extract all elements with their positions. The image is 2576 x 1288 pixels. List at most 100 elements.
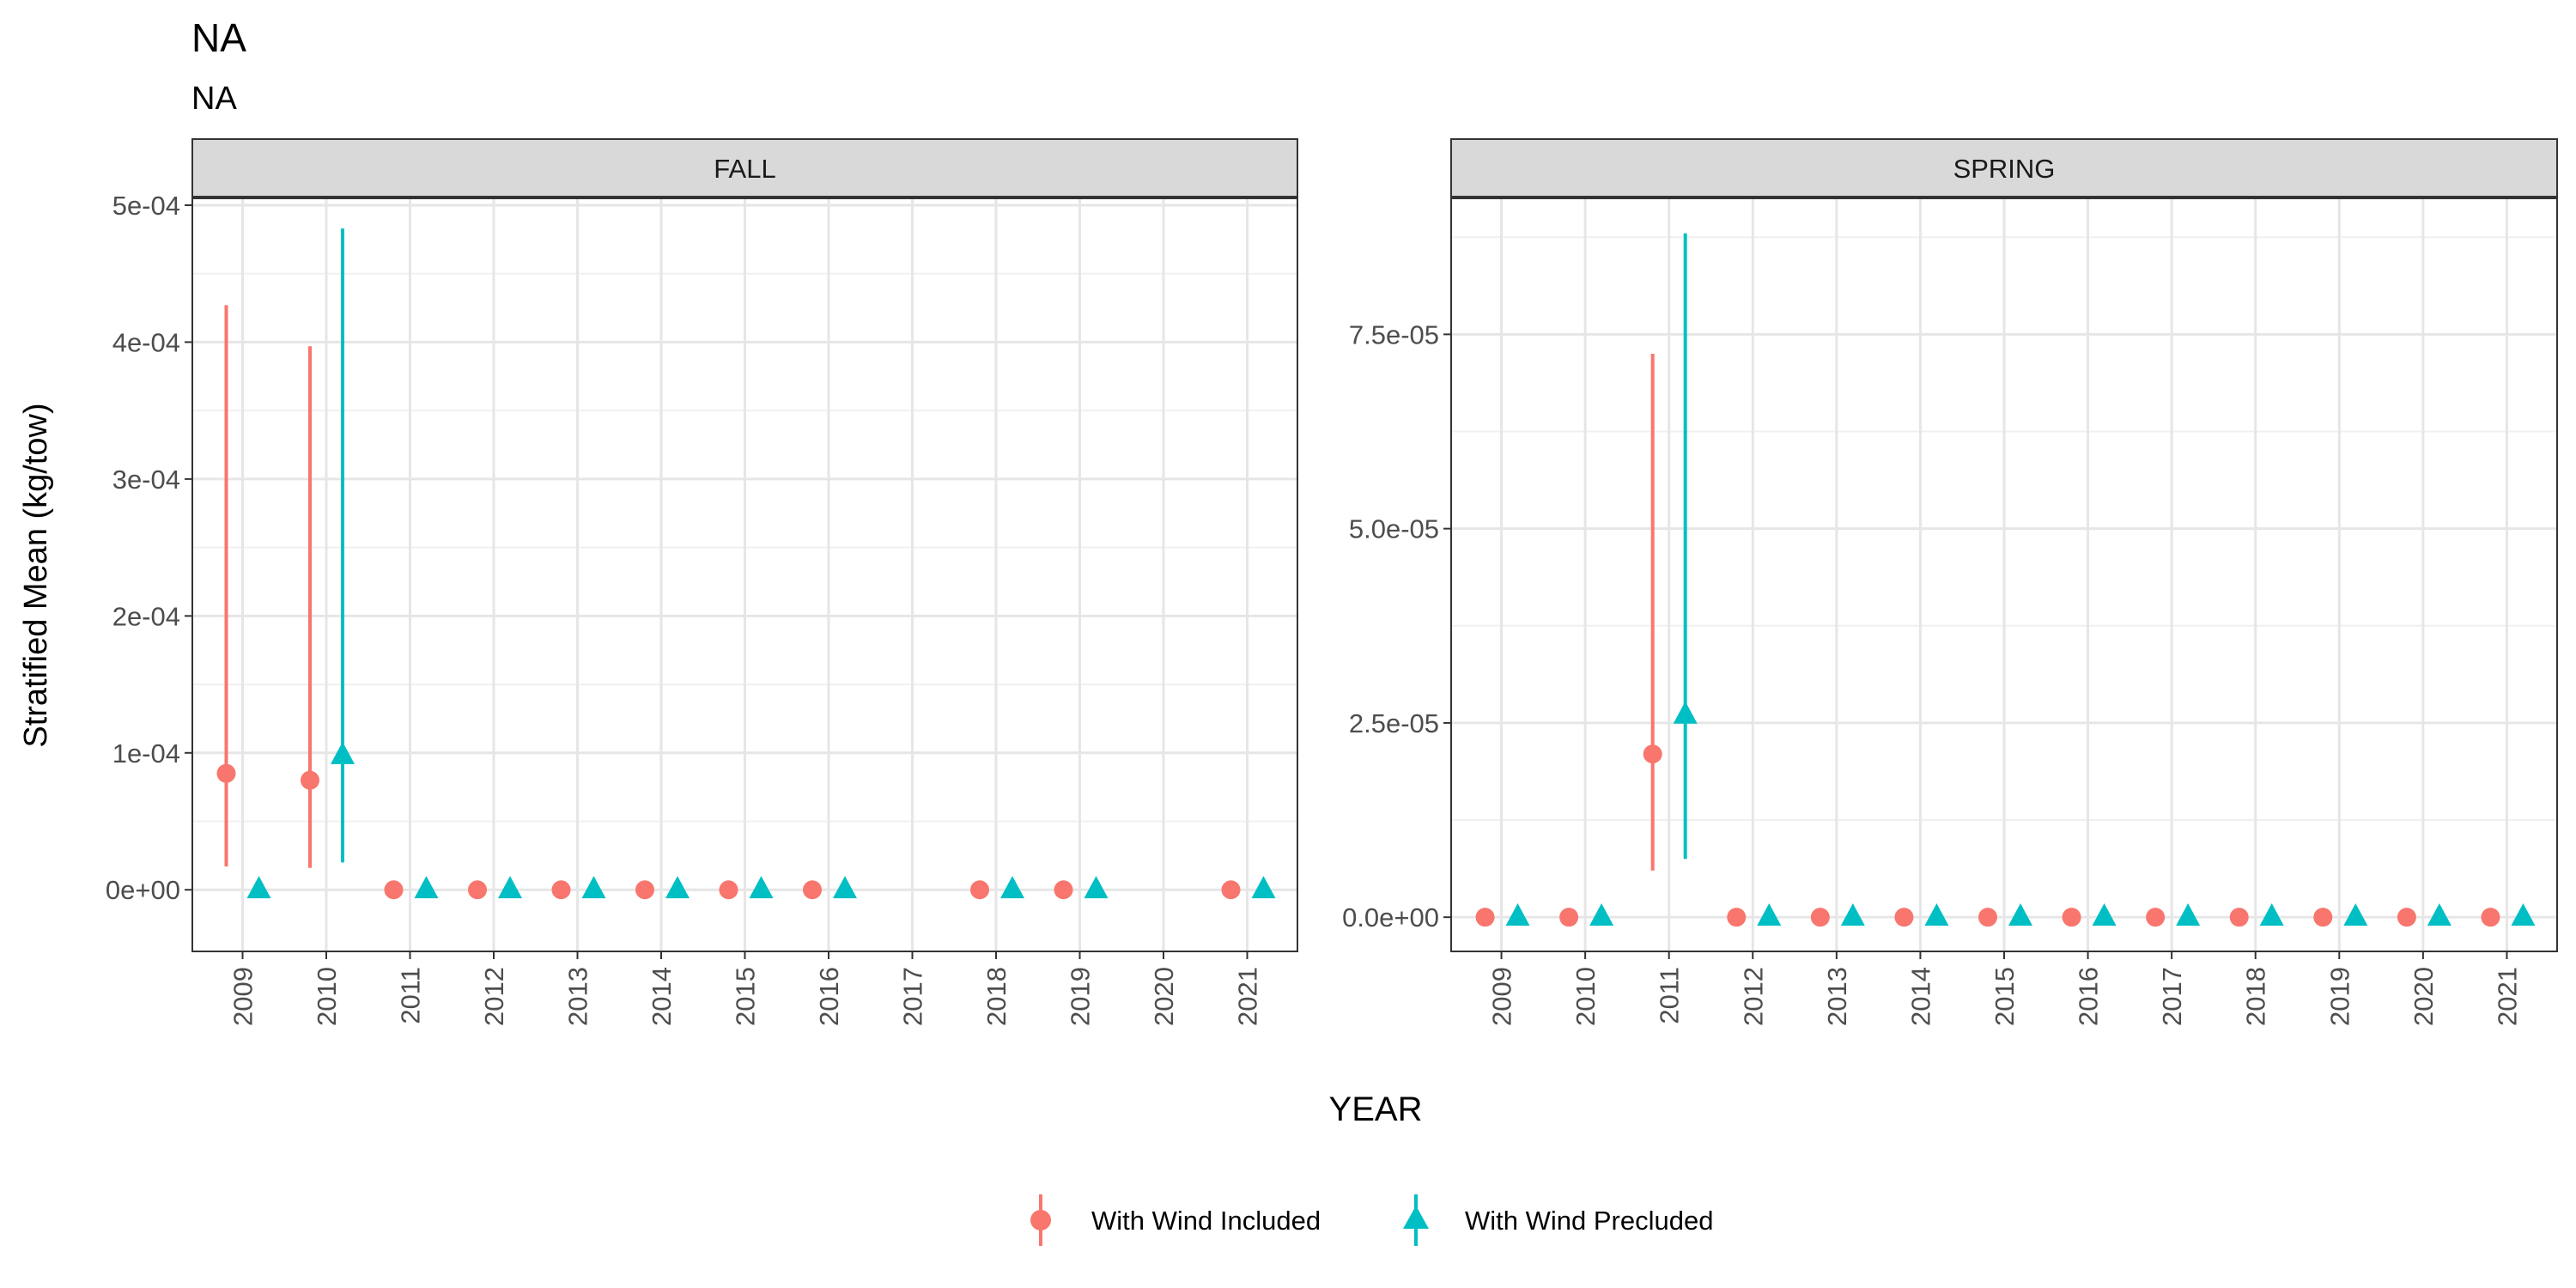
data-point	[1894, 908, 1914, 927]
facet-label: FALL	[714, 154, 775, 184]
chart-title: NA	[191, 15, 246, 60]
data-point	[1643, 744, 1662, 764]
data-point	[1505, 903, 1530, 927]
x-tick-label: 2014	[1905, 967, 1935, 1026]
data-point	[1054, 880, 1073, 900]
data-point	[2229, 908, 2249, 927]
x-tick-label: 2014	[647, 967, 677, 1026]
data-point	[833, 876, 857, 899]
legend-key-with-wind-precluded	[1403, 1194, 1429, 1246]
facet-strip	[1450, 138, 2558, 197]
data-point	[581, 876, 606, 899]
x-tick-label: 2016	[814, 967, 844, 1026]
facet-strip	[191, 138, 1298, 197]
facet-label: SPRING	[1953, 154, 2056, 184]
data-point	[803, 880, 822, 900]
data-point	[2427, 903, 2451, 927]
legend: With Wind Included With Wind Precluded	[1030, 1194, 1713, 1246]
data-point	[2062, 908, 2081, 927]
data-point	[384, 880, 404, 900]
x-tick-label: 2021	[1233, 967, 1263, 1026]
data-point	[719, 880, 738, 900]
x-tick-label: 2019	[2324, 967, 2354, 1026]
y-tick-label: 1e-04	[112, 738, 180, 769]
data-point	[2176, 903, 2201, 927]
data-point	[665, 876, 690, 899]
y-tick-label: 5e-04	[112, 191, 180, 221]
data-point	[1221, 880, 1241, 900]
data-point	[216, 763, 236, 783]
x-tick-label: 2020	[2409, 967, 2439, 1026]
data-point	[2397, 908, 2416, 927]
y-tick-label: 2.5e-05	[1349, 708, 1439, 738]
legend-key-symbol	[1403, 1206, 1429, 1229]
data-point	[1251, 876, 1276, 899]
panel-fall: FALL 0e+00 1e-04 2e-04 3e-04 4e-04 5e-04 2009 20…	[106, 138, 1298, 1026]
y-tick-label: 4e-04	[112, 327, 180, 357]
data-point	[2008, 903, 2032, 927]
data-point	[1559, 908, 1579, 927]
x-tick-label: 2021	[2492, 967, 2522, 1026]
data-point	[1924, 903, 1949, 927]
x-tick-label: 2009	[228, 967, 258, 1026]
data-point	[2313, 908, 2333, 927]
series-with-wind-precluded	[1505, 233, 2536, 927]
x-tick-label: 2017	[2157, 967, 2187, 1026]
data-point	[2511, 903, 2536, 927]
series-with-wind-included	[216, 305, 1241, 900]
data-point	[2146, 908, 2166, 927]
data-point	[1757, 903, 1782, 927]
y-tick-label: 0e+00	[106, 875, 180, 905]
y-tick-label: 3e-04	[112, 465, 180, 495]
x-tick-label: 2020	[1149, 967, 1179, 1026]
y-tick-label: 7.5e-05	[1349, 319, 1439, 349]
data-point	[1978, 908, 1997, 927]
x-tick-label: 2010	[1571, 967, 1601, 1026]
x-tick-label: 2015	[1990, 967, 2020, 1026]
x-tick-label: 2016	[2074, 967, 2104, 1026]
x-tick-label: 2011	[396, 967, 426, 1024]
x-tick-label: 2012	[479, 967, 509, 1026]
x-tick-label: 2009	[1487, 967, 1517, 1026]
legend-label: With Wind Precluded	[1465, 1206, 1713, 1236]
x-tick-label: 2015	[731, 967, 761, 1026]
legend-key-with-wind-included	[1030, 1194, 1051, 1246]
data-point	[1727, 908, 1747, 927]
y-tick-label: 2e-04	[112, 601, 180, 631]
chart-subtitle: NA	[191, 81, 237, 117]
x-tick-label: 2011	[1655, 967, 1685, 1024]
x-tick-label: 2013	[1822, 967, 1852, 1026]
series-with-wind-included	[1475, 354, 2500, 927]
panel-spring: SPRING 0.0e+00 2.5e-05 5.0e-05 7.5e-05 2009 20…	[1342, 138, 2558, 1026]
x-axis-label: YEAR	[1329, 1091, 1423, 1128]
data-point	[1000, 876, 1024, 899]
data-point	[1840, 903, 1865, 927]
data-point	[2092, 903, 2117, 927]
data-point	[749, 876, 774, 899]
x-tick-label: 2010	[312, 967, 342, 1026]
x-tick-label: 2017	[898, 967, 928, 1026]
data-point	[1810, 908, 1830, 927]
data-point	[414, 876, 439, 899]
data-point	[635, 880, 654, 900]
x-tick-label: 2018	[2241, 967, 2271, 1026]
data-point	[970, 880, 989, 900]
data-point	[1084, 876, 1109, 899]
x-tick-label: 2012	[1738, 967, 1768, 1026]
data-point	[2343, 903, 2368, 927]
y-axis-label: Stratified Mean (kg/tow)	[18, 403, 54, 747]
x-tick-label: 2019	[1066, 967, 1096, 1026]
x-tick-label: 2018	[981, 967, 1012, 1026]
data-point	[1673, 701, 1698, 724]
data-point	[2259, 903, 2284, 927]
legend-label: With Wind Included	[1091, 1206, 1321, 1236]
data-point	[1475, 908, 1495, 927]
data-point	[498, 876, 522, 899]
data-point	[301, 770, 319, 790]
data-point	[246, 876, 271, 899]
data-point	[551, 880, 571, 900]
data-point	[331, 741, 355, 764]
data-point	[468, 880, 487, 900]
legend-key-symbol	[1030, 1210, 1051, 1230]
